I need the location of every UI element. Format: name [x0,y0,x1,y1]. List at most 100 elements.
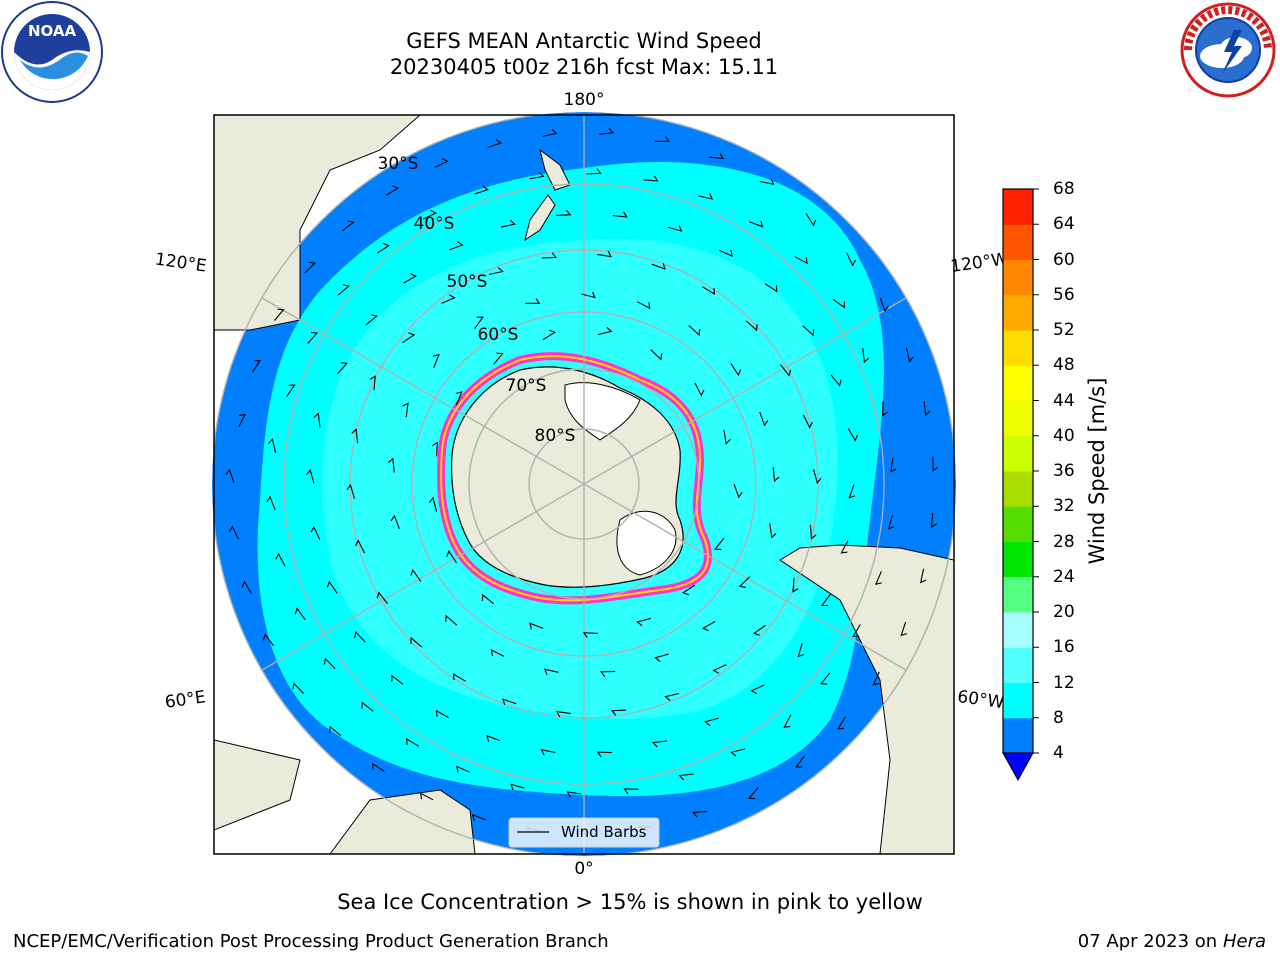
lat-label-80s: 80°S [535,426,576,446]
wind-barb [820,593,831,607]
map-frame [213,114,955,855]
wind-barb [555,710,571,718]
lon-label-0: 0° [574,859,593,879]
colorbar-segment [1003,682,1033,719]
wind-barb [225,468,235,484]
wind-barb [932,456,939,472]
wind-barb [702,286,716,296]
wind-barb [266,495,276,511]
colorbar-tick-label: 36 [1053,461,1075,481]
colorbar-segment [1003,224,1033,260]
wind-barb [723,429,731,445]
wind-barb [847,428,859,442]
wind-barb [852,624,861,638]
colorbar-segment [1003,506,1033,542]
wind-barb [372,762,385,772]
noaa-logo-icon: NOAA [0,0,104,104]
wind-barb [304,261,317,274]
wind-barb [346,483,356,499]
wind-barb [596,751,612,758]
wind-barbs [225,127,939,838]
wind-barb [664,692,680,702]
wind-barb [432,441,439,457]
wind-barb [391,674,404,685]
wind-barb [643,175,659,182]
wind-barb [840,540,849,554]
graticule [214,115,954,854]
wind-barb [820,672,831,685]
lon-label-120e: 120°E [154,250,208,277]
wind-barb [435,709,449,719]
wind-barb [688,325,701,337]
wind-barb [493,352,504,365]
wind-barb [351,428,359,444]
wind-barb [654,136,671,142]
wind-barb [369,375,376,391]
wind-barb [500,219,516,228]
wind-barb [449,241,464,251]
wind-barb [292,682,304,694]
wind-barb [923,401,931,417]
colorbar-tick-label: 4 [1053,743,1064,763]
wind-barb [703,717,719,727]
colorbar-tick-label: 20 [1053,602,1075,622]
wind-barb [337,362,349,375]
wind-barb [832,298,845,309]
colorbar-tick-label: 68 [1053,179,1075,199]
footer-credit: NCEP/EMC/Verification Post Processing Pr… [13,931,609,952]
wind-barb [848,484,856,499]
footer-date: 07 Apr 2023 on Hera [1078,931,1266,952]
colorbar-frame [1002,188,1034,754]
lat-label-60s: 60°S [478,325,519,345]
wind-barb [490,649,505,657]
wind-barb [759,178,775,186]
lon-label-60e: 60°E [164,687,207,712]
lat-label-70s: 70°S [506,376,547,396]
wind-barb [678,773,694,781]
wind-barb [422,209,437,220]
colorbar-tick-label: 56 [1053,284,1075,305]
colorbar-label: Wind Speed [m/s] [1085,378,1109,565]
colorbar-segment [1003,330,1033,366]
wind-barb [455,391,463,406]
wind-barb [772,467,780,483]
wind-barb [525,298,541,304]
colorbar-tick-label: 40 [1053,425,1075,446]
wind-barb [387,457,395,473]
wind-barb [846,252,856,267]
wind-barb [747,787,759,800]
wind-barb [294,607,306,621]
wind-barb [745,320,758,332]
wind-barb [837,716,846,730]
colorbar-segment [1003,541,1033,578]
colorbar-tick-label: 32 [1053,496,1075,517]
wind-barb [802,325,815,337]
wind-barb [402,332,416,344]
wind-barb [750,684,765,695]
wind-barb [730,363,742,377]
ronne-ice-shelf [616,510,677,576]
colorbar-segment [1003,365,1033,401]
wind-barb [446,549,457,564]
wind-barb [529,171,545,180]
lon-label-180: 180° [564,90,605,110]
wind-barb [795,755,806,768]
colorbar-segment [1003,576,1033,613]
wind-barb [882,401,888,417]
wind-barb [323,657,336,670]
wind-barb [599,670,616,677]
wind-barb [326,580,338,594]
wind-barb [306,468,315,484]
wind-barb [566,791,582,798]
wind-barb [268,438,277,453]
colorbar-tick-label: 48 [1053,355,1075,376]
wind-barb [286,384,296,398]
wind-barb [275,552,286,567]
wind-barb [667,225,683,232]
colorbar-tick-label: 60 [1053,249,1075,270]
wind-barb [759,411,769,427]
wind-barb [405,737,419,747]
wind-barb [403,273,418,284]
wind-barb [792,577,799,593]
wind-barb [654,653,670,662]
